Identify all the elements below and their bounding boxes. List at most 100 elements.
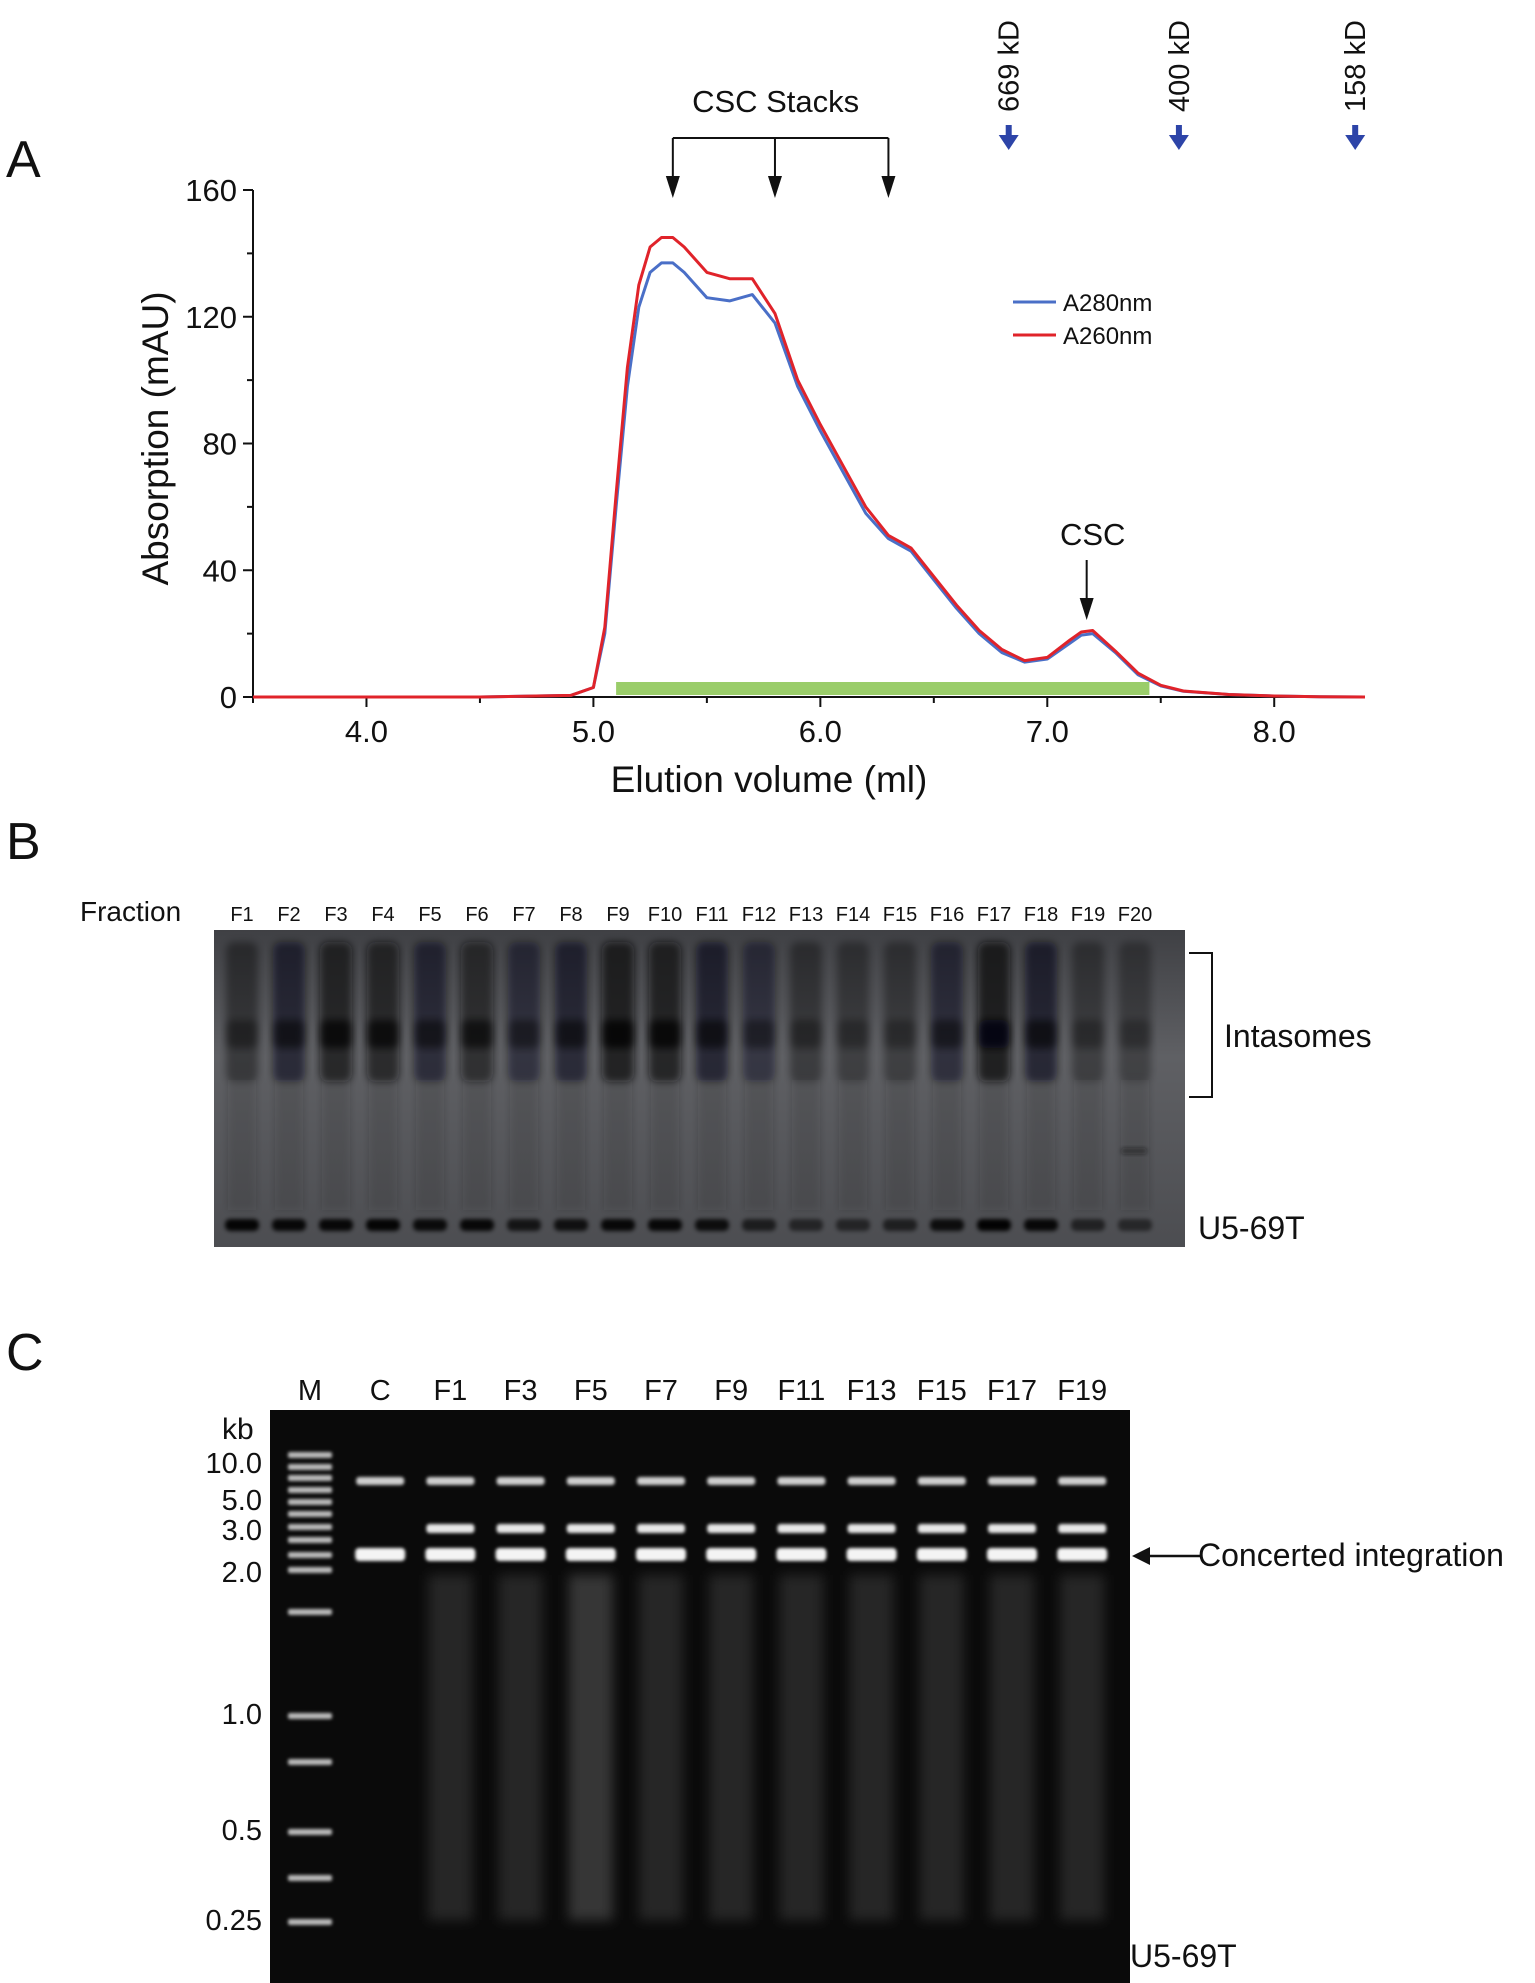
gel-b-lane-label: F9 [606, 904, 630, 926]
plasmid-band [777, 1477, 826, 1485]
y-tick-label: 40 [203, 553, 237, 588]
plasmid-band [496, 1477, 545, 1485]
gel-b-lane-label: F18 [1023, 904, 1059, 926]
gel-b-lane-label: F4 [371, 904, 395, 926]
gel-b-lane-label: F6 [465, 904, 489, 926]
size-marker-label: 669 kD [994, 20, 1026, 112]
legend-label: A280nm [1063, 290, 1152, 317]
gel-b-lane-label: F3 [324, 904, 348, 926]
intasome-smear [226, 942, 258, 1082]
intasomes-bracket [1189, 952, 1213, 1098]
y-tick-label: 160 [185, 173, 237, 208]
target-plasmid-band [1057, 1548, 1108, 1561]
lane-smear [604, 1080, 632, 1210]
csc-stack-arrow-icon [767, 176, 782, 198]
gel-c-target-label: U5-69T [1130, 1938, 1237, 1974]
target-band [695, 1219, 729, 1231]
concerted-integration-band [566, 1524, 615, 1533]
y-axis-title: Absorption (mAU) [135, 291, 176, 585]
gel-c-lane-label: F19 [1057, 1375, 1108, 1407]
target-band [742, 1219, 776, 1231]
target-plasmid-band [355, 1548, 406, 1561]
gel-c-lane-label: F17 [987, 1375, 1037, 1407]
series-line-A280nm [253, 261, 1366, 699]
gel-c-size-label: 3.0 [221, 1515, 262, 1547]
lane-smear [1027, 1080, 1055, 1210]
lane-smear [428, 1575, 473, 1920]
gel-b-lane-label: F11 [695, 904, 729, 926]
ladder-band [288, 1452, 332, 1458]
concerted-integration-band [707, 1524, 756, 1533]
intasome-smear [367, 942, 399, 1082]
target-band [554, 1219, 588, 1231]
concerted-arrow-icon [1132, 1547, 1200, 1565]
target-band [272, 1219, 306, 1231]
target-band [413, 1219, 447, 1231]
collected-fractions-bar [616, 682, 1150, 695]
intasomes-label: Intasomes [1224, 1018, 1372, 1054]
concerted-integration-band [637, 1524, 685, 1533]
x-tick-label: 4.0 [345, 714, 388, 749]
chart-annotations: A280nm A260nm CSC Stacks CSC 669 kD 400 kD 158… [665, 20, 1372, 620]
lane-smear [698, 1080, 726, 1210]
gel-c-lane-label: F3 [503, 1375, 538, 1407]
gel-b-lane-label: F19 [1070, 904, 1106, 926]
target-plasmid-band [846, 1548, 897, 1561]
intasome-smear [555, 942, 587, 1082]
intasome-band [697, 1020, 727, 1048]
target-plasmid-band [425, 1548, 476, 1561]
panel-c-letter: C [6, 1324, 44, 1382]
y-tick-label: 80 [203, 427, 237, 462]
lane-smear [557, 1080, 585, 1210]
ladder-band [288, 1567, 332, 1573]
intasome-smear [1119, 942, 1151, 1082]
ladder-band [288, 1829, 332, 1835]
gel-c-size-label: 10.0 [205, 1448, 262, 1480]
intasome-band [603, 1020, 633, 1048]
ladder-band [288, 1609, 332, 1615]
lane-smear [510, 1080, 538, 1210]
ladder-band [288, 1875, 332, 1881]
intasome-smear [884, 942, 916, 1082]
panel-a-letter: A [6, 131, 41, 189]
intasome-band [1073, 1020, 1103, 1048]
plasmid-band [426, 1477, 475, 1485]
x-axis-title: Elution volume (ml) [611, 759, 928, 800]
artifact-band [1121, 1148, 1147, 1154]
intasome-smear [978, 942, 1010, 1082]
size-marker-arrow-icon [998, 135, 1019, 150]
lane-smear [933, 1080, 961, 1210]
target-band [789, 1219, 823, 1231]
lane-smear [779, 1575, 824, 1920]
ladder-band [288, 1537, 332, 1543]
intasome-band [415, 1020, 445, 1048]
intasome-band [979, 1020, 1009, 1048]
intasome-smear [649, 942, 681, 1082]
ladder-band [288, 1464, 332, 1470]
gel-c-lane-label: F9 [714, 1375, 749, 1407]
series-line-A260nm [253, 236, 1366, 699]
ladder-band [288, 1475, 332, 1481]
lane-smear [886, 1080, 914, 1210]
intasome-smear [461, 942, 493, 1082]
lane-smear [1060, 1575, 1105, 1920]
lane-smear [651, 1080, 679, 1210]
gel-c-lane-label: F15 [916, 1375, 967, 1407]
intasome-band [650, 1020, 680, 1048]
gel-c-lane-label: M [297, 1375, 323, 1407]
gel-b-target-label: U5-69T [1198, 1210, 1305, 1246]
ladder-band [288, 1552, 332, 1558]
lane-smear [498, 1575, 543, 1920]
target-band [460, 1219, 494, 1231]
lane-smear [745, 1080, 773, 1210]
plasmid-band [566, 1477, 615, 1485]
csc-label: CSC [1060, 517, 1125, 552]
size-marker-arrow-stem [1005, 125, 1012, 137]
concerted-integration-band [988, 1524, 1036, 1533]
gel-c-background [270, 1410, 1130, 1983]
concerted-integration-band [426, 1524, 475, 1533]
intasome-smear [743, 942, 775, 1082]
concerted-integration-band [496, 1524, 545, 1533]
lane-smear [980, 1080, 1008, 1210]
target-band [225, 1219, 259, 1231]
